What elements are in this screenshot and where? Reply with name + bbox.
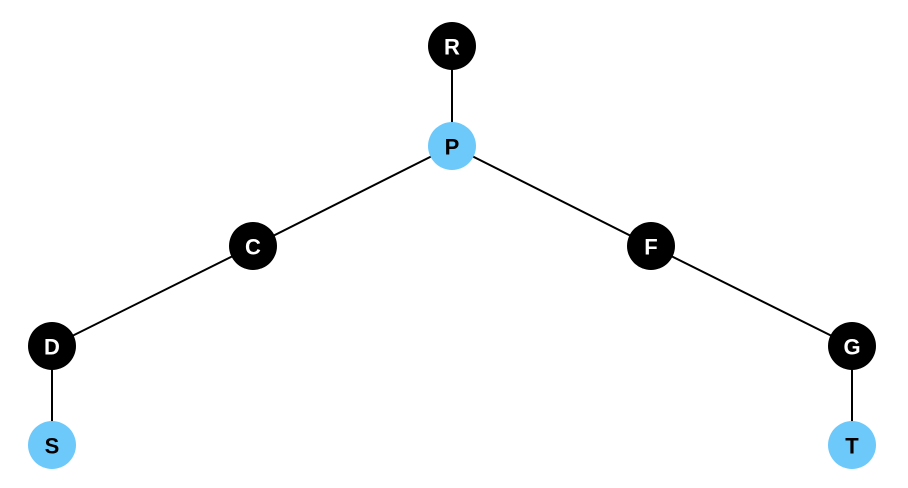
- node-circle-g: [828, 322, 876, 370]
- node-circle-c: [229, 222, 277, 270]
- node-c: C: [229, 222, 277, 270]
- node-t: T: [828, 421, 876, 469]
- node-label-g: G: [843, 335, 860, 360]
- node-g: G: [828, 322, 876, 370]
- node-label-p: P: [445, 135, 460, 160]
- node-label-t: T: [845, 434, 859, 459]
- node-circle-r: [428, 22, 476, 70]
- edge-f-g: [650, 245, 853, 347]
- node-f: F: [627, 222, 675, 270]
- node-d: D: [28, 322, 76, 370]
- node-circle-d: [28, 322, 76, 370]
- node-circle-s: [28, 421, 76, 469]
- node-p: P: [428, 122, 476, 170]
- edge-p-c: [252, 145, 453, 247]
- nodes-layer: R P C F D G S T: [28, 22, 876, 469]
- node-circle-p: [428, 122, 476, 170]
- edges-layer: [51, 46, 853, 445]
- node-r: R: [428, 22, 476, 70]
- node-label-d: D: [44, 335, 60, 360]
- node-label-r: R: [444, 35, 460, 60]
- node-s: S: [28, 421, 76, 469]
- edge-c-d: [51, 245, 254, 347]
- node-label-c: C: [245, 235, 261, 260]
- node-label-s: S: [45, 434, 60, 459]
- node-label-f: F: [644, 235, 657, 260]
- node-circle-t: [828, 421, 876, 469]
- edge-p-f: [451, 145, 652, 247]
- node-circle-f: [627, 222, 675, 270]
